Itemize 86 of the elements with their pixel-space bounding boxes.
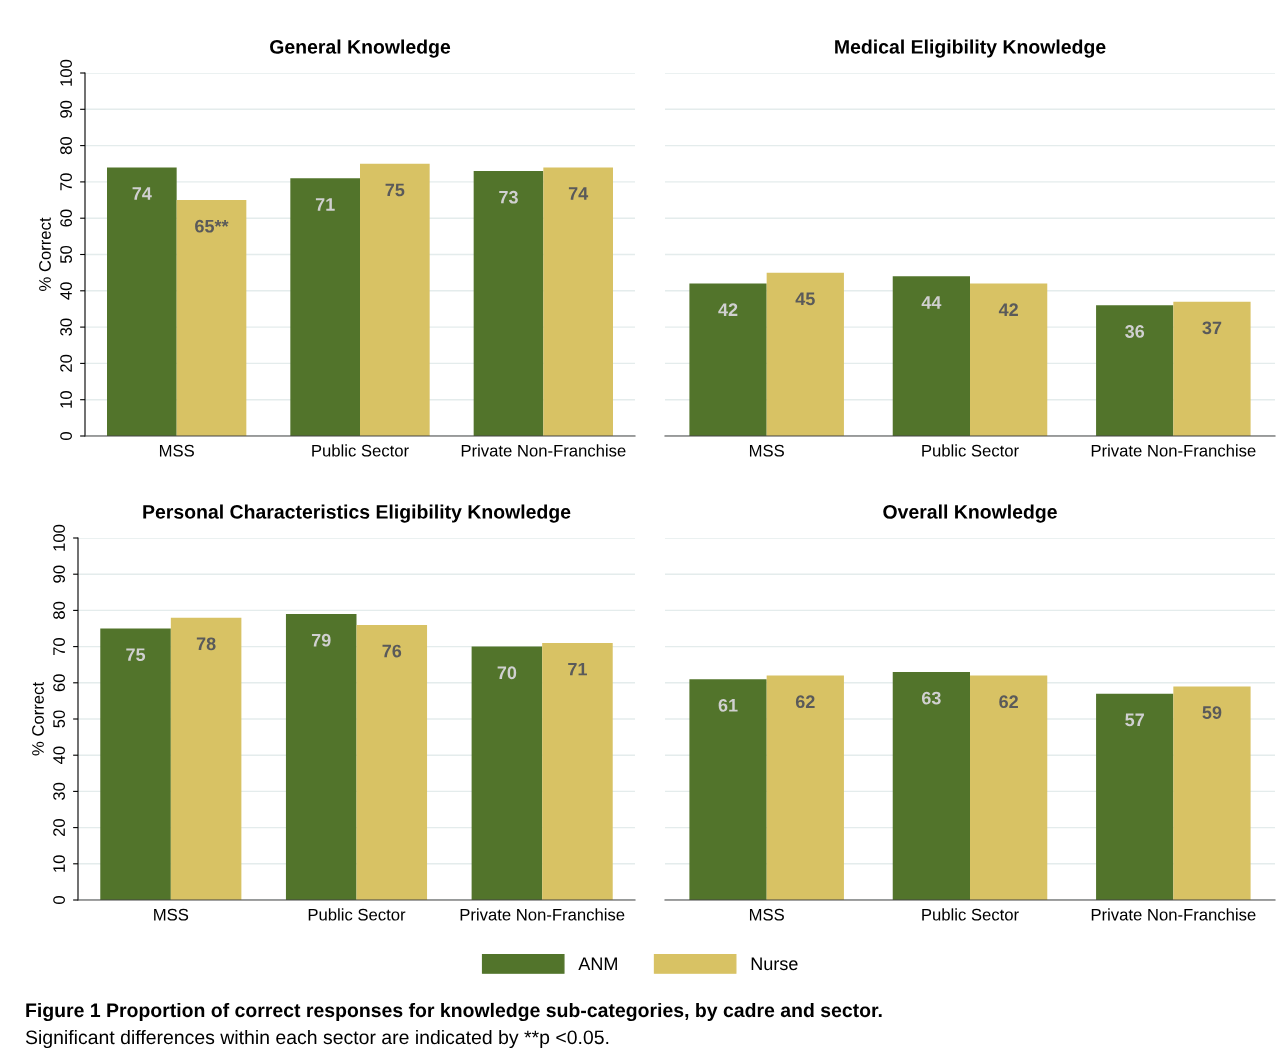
chart-title: Overall Knowledge (883, 504, 1057, 523)
bar (471, 646, 543, 900)
bar (1096, 305, 1174, 436)
data-label: 73 (499, 190, 518, 204)
y-tick-label: 10 (60, 391, 72, 408)
data-label: 44 (921, 296, 942, 309)
data-label: 75 (385, 183, 405, 197)
data-label: 42 (718, 303, 738, 316)
data-label: 61 (718, 698, 738, 712)
data-label: 62 (999, 695, 1018, 709)
bar (1173, 686, 1251, 900)
y-tick-label: 90 (60, 100, 72, 118)
y-tick-label: 50 (60, 245, 72, 264)
bar (892, 276, 970, 436)
y-tick-label: 90 (53, 565, 65, 583)
x-tick-label: Private Non-Franchise (1091, 908, 1256, 921)
y-tick-label: 60 (60, 209, 72, 227)
data-label: 59 (1202, 706, 1222, 719)
x-tick-label: Private Non-Franchise (1091, 444, 1256, 457)
chart-title: Personal Characteristics Eligibility Knowledge (143, 504, 571, 523)
data-label: 70 (497, 666, 517, 680)
legend-label: Nurse (751, 957, 798, 971)
y-tick-label: 0 (53, 896, 65, 904)
y-tick-label: 100 (60, 59, 72, 86)
data-label: 45 (795, 292, 815, 306)
bar (1096, 693, 1174, 900)
bar (689, 283, 767, 436)
y-tick-label: 30 (53, 782, 65, 801)
x-tick-label: Public Sector (312, 444, 409, 457)
data-label: 57 (1125, 713, 1144, 727)
data-label: 79 (311, 633, 331, 647)
legend-label: ANM (578, 957, 617, 970)
x-tick-label: MSS (159, 444, 194, 457)
x-tick-label: Public Sector (308, 908, 406, 921)
data-label: 65** (195, 219, 229, 233)
data-label: 71 (568, 662, 587, 676)
chart-title: General Knowledge (270, 39, 451, 58)
data-label: 63 (921, 691, 941, 705)
x-tick-label: Private Non-Franchise (461, 444, 626, 457)
bar (970, 283, 1048, 436)
data-label: 71 (315, 198, 335, 211)
x-tick-label: Public Sector (922, 908, 1019, 921)
bar (766, 272, 844, 436)
bar (892, 671, 970, 900)
bar (356, 624, 428, 900)
data-label: 74 (568, 187, 589, 200)
y-tick-label: 70 (60, 173, 72, 191)
bar (285, 614, 357, 900)
data-label: 75 (126, 648, 146, 662)
x-tick-label: MSS (749, 908, 784, 921)
y-tick-label: 40 (53, 746, 65, 765)
data-label: 74 (132, 187, 152, 200)
y-tick-label: 40 (60, 282, 72, 300)
data-label: 62 (795, 695, 815, 709)
y-tick-label: 100 (53, 524, 65, 551)
bar (542, 642, 613, 900)
y-tick-label: 80 (60, 136, 72, 155)
chart-title: Medical Eligibility Knowledge (835, 39, 1106, 58)
y-tick-label: 50 (53, 710, 65, 728)
data-label: 37 (1202, 321, 1222, 335)
x-tick-label: Private Non-Franchise (460, 908, 625, 921)
x-tick-label: Public Sector (922, 444, 1019, 457)
y-axis-title: % Correct (32, 682, 44, 756)
x-tick-label: MSS (154, 908, 189, 921)
y-tick-label: 70 (53, 637, 65, 656)
y-tick-label: 20 (60, 354, 72, 372)
y-axis-title: % Correct (39, 217, 51, 291)
bar (1173, 301, 1251, 436)
x-tick-label: MSS (749, 444, 784, 457)
y-tick-label: 60 (53, 674, 65, 692)
y-tick-label: 10 (53, 855, 65, 872)
text: Significant differences within each sector are indicated by **p <0.05. (25, 1029, 609, 1049)
bar (100, 628, 171, 900)
y-tick-label: 20 (53, 818, 65, 837)
bar (689, 679, 767, 900)
y-tick-label: 0 (60, 432, 72, 440)
y-tick-label: 80 (53, 601, 65, 619)
data-label: 36 (1125, 325, 1145, 338)
y-tick-label: 30 (60, 318, 72, 336)
data-label: 42 (998, 303, 1018, 316)
bar (766, 675, 844, 900)
data-label: 78 (196, 637, 216, 651)
caption: Figure 1 Proportion of correct responses for knowledge sub-categories, by cadre and sector. (26, 1002, 882, 1022)
bar (970, 675, 1048, 900)
data-label: 76 (382, 644, 402, 658)
bar (170, 617, 242, 900)
